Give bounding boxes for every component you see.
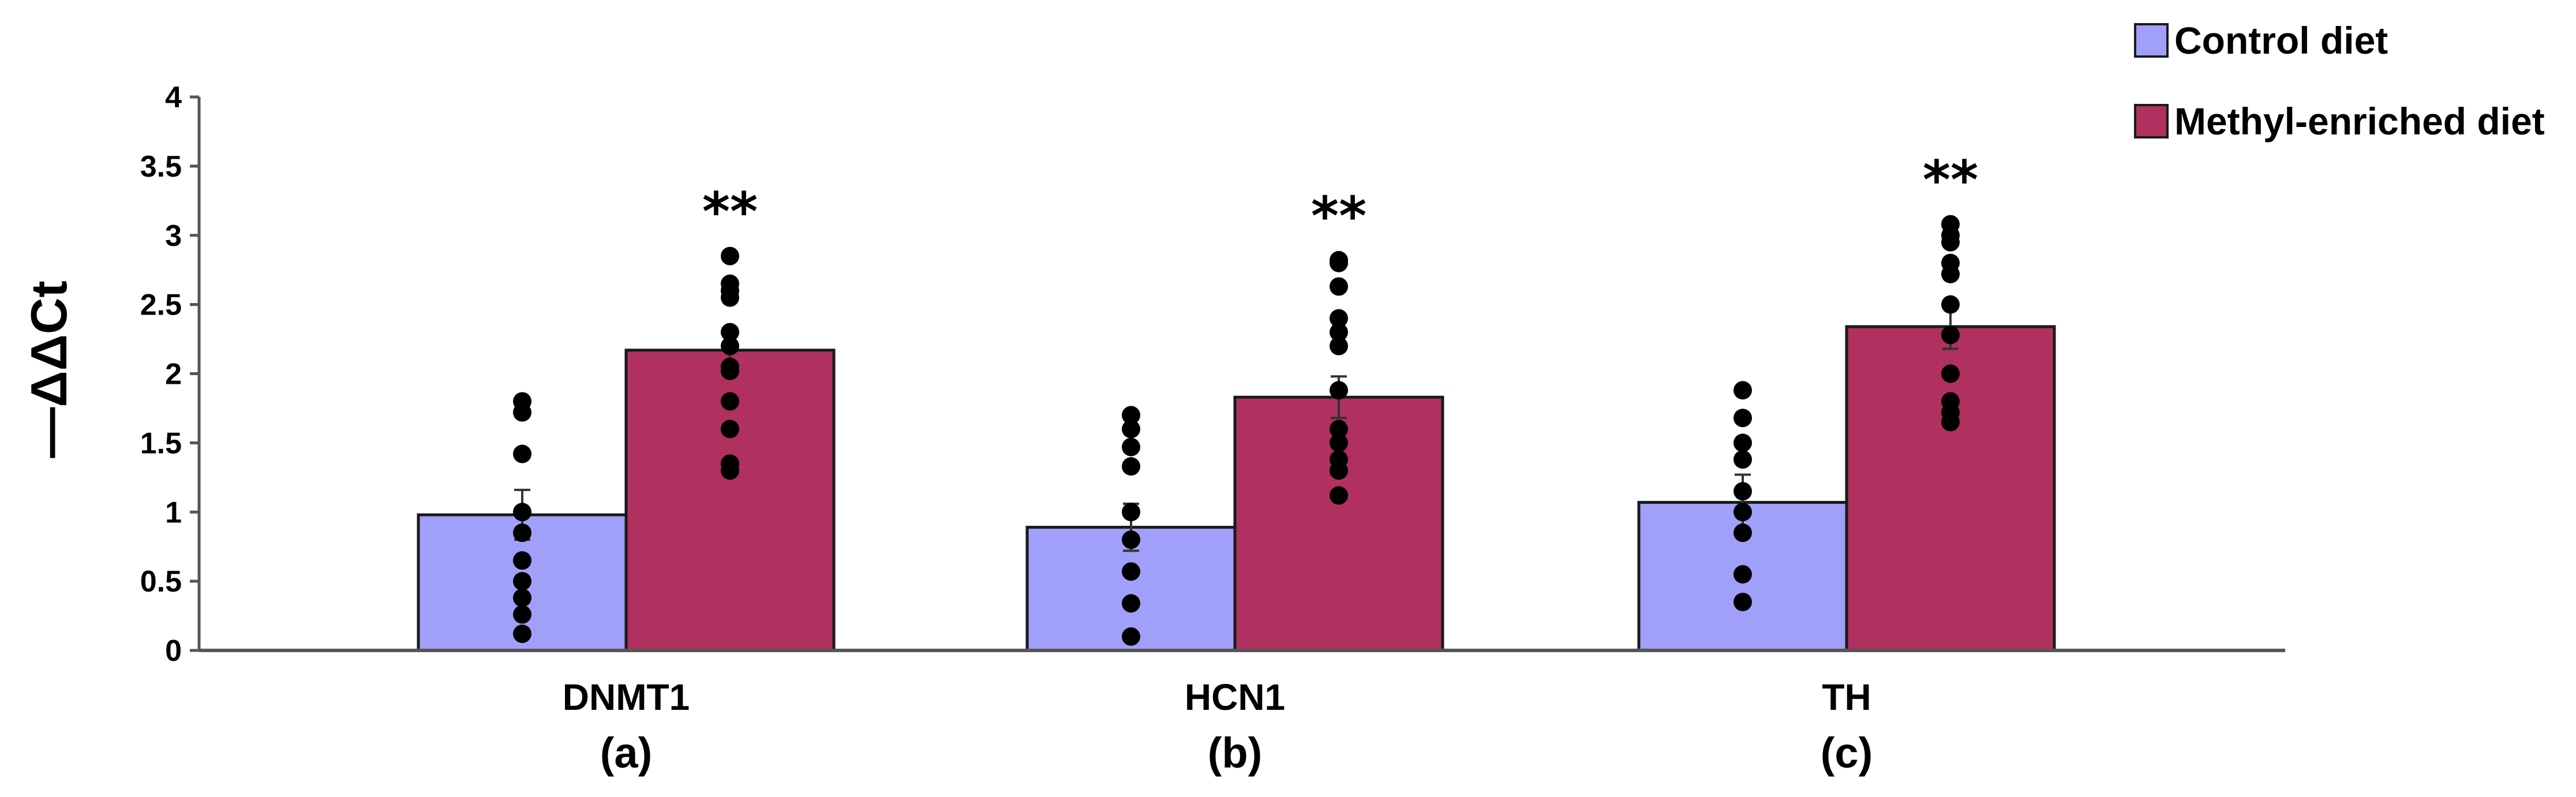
y-tick-label: 2: [165, 358, 182, 391]
data-point: [513, 403, 531, 422]
data-point: [1733, 450, 1752, 469]
data-point: [1733, 381, 1752, 400]
legend-label: Methyl-enriched diet: [2174, 100, 2545, 143]
x-tick-label: TH: [1822, 676, 1871, 718]
data-point: [1330, 486, 1348, 505]
data-point: [1330, 336, 1348, 356]
data-point: [1122, 437, 1140, 457]
data-point: [1733, 482, 1752, 501]
data-point: [1330, 323, 1348, 342]
data-point: [1330, 461, 1348, 480]
y-axis-label-group: —ΔΔCt: [20, 280, 77, 458]
data-point: [513, 572, 531, 591]
data-point: [1941, 295, 1960, 314]
y-axis-label: —ΔΔCt: [20, 280, 77, 458]
data-point: [513, 503, 531, 522]
data-point: [1330, 381, 1348, 400]
significance-label: **: [1311, 185, 1366, 247]
data-point: [1122, 627, 1140, 646]
data-point: [721, 288, 739, 307]
data-point: [721, 246, 739, 265]
legend-swatch: [2134, 104, 2169, 139]
panel-label: (c): [1821, 729, 1873, 777]
y-tick-label: 0.5: [140, 565, 182, 598]
significance-label: **: [702, 181, 758, 243]
data-point: [513, 588, 531, 607]
data-point: [1330, 420, 1348, 439]
bars: ** ** **: [417, 149, 2056, 652]
data-point: [721, 392, 739, 411]
data-point: [513, 605, 531, 624]
significance-label: **: [1923, 149, 1978, 211]
data-point: [513, 523, 531, 542]
data-point: [1941, 264, 1960, 283]
data-point: [1941, 325, 1960, 345]
data-point: [721, 361, 739, 380]
data-point: [1330, 309, 1348, 328]
data-point: [1733, 523, 1752, 542]
data-point: [1733, 593, 1752, 612]
data-point: [1330, 277, 1348, 296]
y-tick-label: 4: [165, 81, 182, 114]
legend-label: Control diet: [2174, 19, 2388, 62]
x-tick-label: DNMT1: [563, 676, 690, 718]
data-point: [1941, 233, 1960, 252]
data-point: [721, 323, 739, 342]
x-axis: DNMT1 (a) HCN1 (b) TH (c): [199, 649, 2285, 777]
data-point: [721, 461, 739, 480]
data-points: [513, 215, 1960, 646]
data-point: [1733, 409, 1752, 428]
data-point: [1122, 457, 1140, 476]
data-point: [513, 444, 531, 463]
data-point: [1122, 594, 1140, 613]
legend-swatch: [2134, 23, 2169, 58]
data-point: [513, 551, 531, 570]
y-tick-label: 0: [165, 634, 182, 668]
x-tick-label: HCN1: [1185, 676, 1285, 718]
data-point: [1122, 530, 1140, 549]
data-point: [1733, 433, 1752, 452]
data-point: [1733, 565, 1752, 584]
data-point: [1122, 420, 1140, 439]
data-point: [513, 624, 531, 643]
y-tick-label: 1: [165, 496, 182, 529]
data-point: [1941, 364, 1960, 383]
y-tick-label: 3: [165, 219, 182, 253]
data-point: [1122, 503, 1140, 522]
legend: Control diet Methyl-enriched diet: [2134, 19, 2545, 143]
y-tick-label: 1.5: [140, 426, 182, 460]
data-point: [721, 336, 739, 356]
y-axis: 0 0.5 1 1.5 2 2.5 3 3.5 4: [140, 81, 201, 668]
data-point: [1733, 503, 1752, 522]
data-point: [721, 420, 739, 439]
data-point: [1122, 562, 1140, 581]
y-tick-label: 3.5: [140, 150, 182, 184]
data-point: [1330, 433, 1348, 452]
data-point: [1330, 253, 1348, 272]
panel-label: (b): [1208, 729, 1263, 777]
data-point: [1941, 413, 1960, 432]
data-point: [1122, 406, 1140, 425]
panel-label: (a): [600, 729, 652, 777]
y-tick-label: 2.5: [140, 289, 182, 322]
